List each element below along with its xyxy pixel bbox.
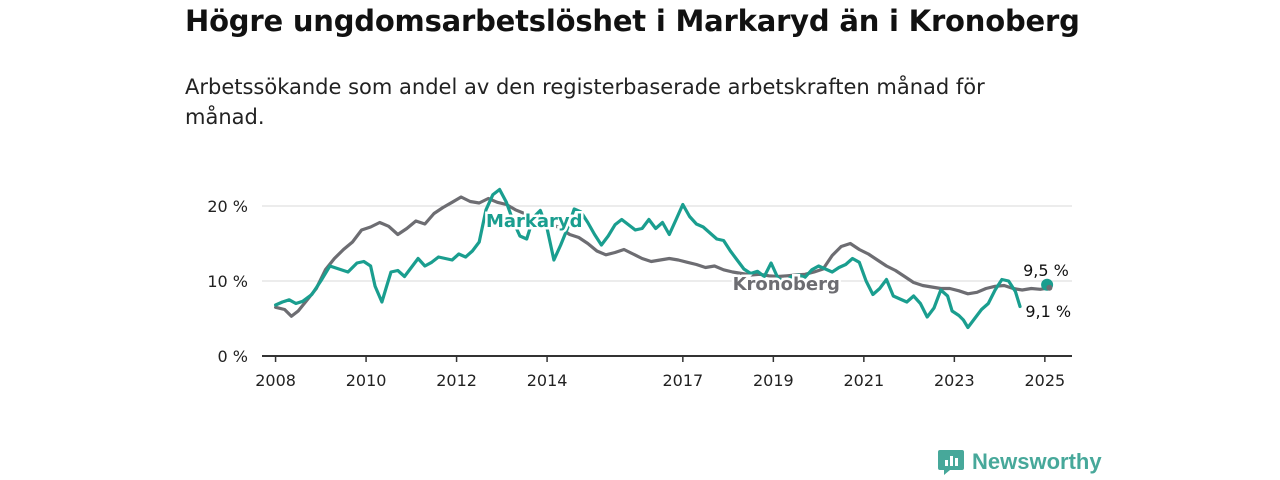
x-tick-label: 2008 xyxy=(255,371,296,390)
x-tick-label: 2025 xyxy=(1024,371,1065,390)
x-tick-label: 2010 xyxy=(346,371,387,390)
end-label-markaryd: 9,5 % xyxy=(1023,261,1069,280)
x-tick-label: 2019 xyxy=(753,371,794,390)
chart-subtitle: Arbetssökande som andel av den registerb… xyxy=(185,75,985,129)
x-tick-label: 2014 xyxy=(527,371,568,390)
x-tick-label: 2023 xyxy=(934,371,975,390)
newsworthy-icon xyxy=(938,450,964,475)
chart-title: Högre ungdomsarbetslöshet i Markaryd än … xyxy=(185,4,1080,38)
y-tick-label: 10 % xyxy=(207,272,248,291)
end-marker-kronoberg xyxy=(1046,284,1053,291)
x-tick-label: 2012 xyxy=(436,371,477,390)
x-tick-label: 2021 xyxy=(843,371,884,390)
series-line-kronoberg xyxy=(274,195,1051,318)
series-label-markaryd: Markaryd xyxy=(486,211,583,232)
y-tick-label: 0 % xyxy=(218,347,248,366)
series-label-kronoberg: Kronoberg xyxy=(733,274,840,295)
x-tick-label: 2017 xyxy=(662,371,703,390)
series-line-markaryd xyxy=(274,187,1022,330)
brand-name: Newsworthy xyxy=(972,449,1102,474)
end-label-kronoberg: 9,1 % xyxy=(1025,302,1071,321)
y-tick-label: 20 % xyxy=(207,197,248,216)
newsworthy-logo: Newsworthy xyxy=(938,448,1102,476)
